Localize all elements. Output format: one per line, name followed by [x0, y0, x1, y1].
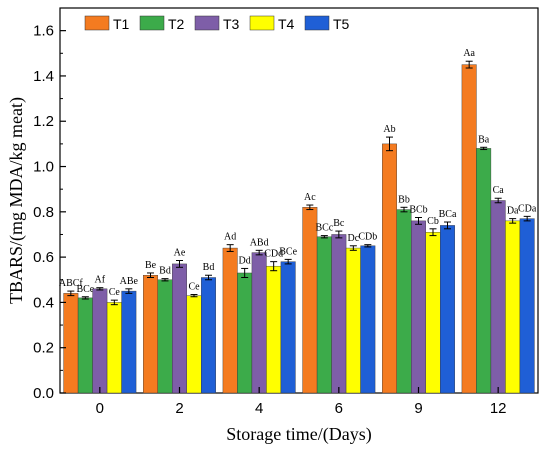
y-tick-label: 0.8 — [33, 204, 54, 221]
significance-label: CDa — [518, 203, 537, 214]
significance-label: Dd — [239, 255, 251, 266]
bar-t2 — [77, 297, 93, 394]
legend-label-t4: T4 — [278, 16, 295, 32]
y-axis-title: TBARS/(mg MDA/kg meat) — [6, 97, 27, 304]
bar-t3 — [251, 252, 267, 394]
bar-t1 — [461, 64, 477, 394]
significance-label: Bb — [398, 194, 410, 205]
significance-label: ABd — [250, 237, 269, 248]
bar-t5 — [519, 218, 535, 394]
x-axis: 0 2 4 6 9 12 — [96, 387, 507, 417]
y-tick-label: 1.6 — [33, 23, 54, 40]
significance-label: CDb — [358, 232, 377, 243]
significance-label: Cb — [427, 216, 439, 227]
y-tick-label: 1.4 — [33, 68, 54, 85]
legend-swatch-t5 — [304, 15, 330, 31]
x-tick-label: 4 — [255, 400, 263, 417]
y-tick-label: 0.2 — [33, 340, 54, 357]
legend-swatch-t3 — [194, 15, 220, 31]
plot-frame — [59, 7, 539, 394]
significance-label: ABCf — [59, 278, 84, 289]
bar-t5 — [440, 225, 455, 394]
bar-t3 — [331, 234, 347, 394]
bar-t1 — [63, 293, 79, 394]
legend-label-t3: T3 — [223, 16, 240, 32]
significance-label: Ac — [304, 192, 316, 203]
bar-t1 — [382, 143, 397, 394]
bar-t2 — [157, 279, 173, 394]
x-tick-label: 2 — [175, 400, 183, 417]
x-tick-label: 0 — [96, 400, 104, 417]
legend-swatch-t2 — [139, 15, 165, 31]
bar-t4 — [186, 295, 202, 394]
y-tick-label: 0.6 — [33, 249, 54, 266]
x-tick-label: 6 — [335, 400, 343, 417]
bar-t3 — [411, 220, 426, 394]
x-tick-label: 9 — [414, 400, 422, 417]
bar-t3 — [172, 263, 187, 394]
bar-t1 — [302, 207, 318, 394]
legend-swatch-t1 — [84, 15, 110, 31]
y-axis: 0.0 0.2 0.4 0.6 0.8 1.0 1.2 1.4 1.6 — [33, 7, 66, 402]
bar-t1 — [143, 275, 158, 394]
bar-t2 — [237, 272, 253, 394]
bar-t2 — [316, 236, 332, 394]
significance-label: Ba — [478, 134, 490, 145]
bar-t3 — [92, 288, 108, 394]
legend-swatch-t4 — [249, 15, 275, 31]
bars-layer: ABCf Be Ad Ac Ab Aa BCe Bd Dd BCc Bb Ba Af Ae ABd Bc BCb… — [59, 48, 537, 394]
legend-label-t2: T2 — [168, 16, 185, 32]
legend-label-t5: T5 — [333, 16, 350, 32]
bar-t5 — [280, 261, 296, 394]
bar-t4 — [425, 232, 441, 394]
significance-label: Aa — [463, 48, 475, 59]
bar-t2 — [476, 148, 492, 394]
significance-label: Dc — [347, 233, 359, 244]
legend: T1 T2 T3 T4 T5 — [84, 15, 350, 32]
significance-label: BCe — [76, 284, 94, 295]
significance-label: Ce — [109, 287, 121, 298]
significance-label: Ca — [493, 185, 505, 196]
y-tick-label: 0.0 — [33, 385, 54, 402]
bar-t4 — [505, 220, 521, 394]
significance-label: Bd — [203, 262, 215, 273]
significance-label: Ad — [224, 232, 236, 243]
significance-label: Ce — [188, 281, 200, 292]
bar-t5 — [121, 290, 137, 394]
significance-label: BCc — [315, 223, 333, 234]
significance-label: Af — [95, 275, 106, 286]
bar-t4 — [106, 302, 122, 394]
y-tick-label: 0.4 — [33, 294, 54, 311]
significance-label: Ae — [174, 248, 186, 259]
bar-t5 — [360, 245, 376, 394]
y-tick-label: 1.2 — [33, 113, 54, 130]
significance-label: Bd — [159, 266, 171, 277]
bar-t1 — [222, 247, 238, 394]
bar-t5 — [201, 277, 216, 394]
significance-label: BCb — [409, 204, 427, 215]
bar-t4 — [345, 247, 361, 394]
significance-label: Be — [145, 260, 157, 271]
bar-t3 — [490, 200, 506, 394]
legend-label-t1: T1 — [113, 16, 130, 32]
x-tick-label: 12 — [490, 400, 507, 417]
significance-label: BCe — [279, 246, 297, 257]
significance-label: Da — [507, 206, 519, 217]
x-axis-title: Storage time/(Days) — [226, 424, 371, 445]
significance-label: Ab — [383, 124, 395, 135]
bar-t4 — [266, 265, 282, 394]
significance-label: BCa — [439, 209, 457, 220]
bar-t2 — [396, 209, 412, 394]
significance-label: Bc — [333, 218, 345, 229]
y-tick-label: 1.0 — [33, 159, 54, 176]
significance-label: CDd — [264, 249, 283, 260]
significance-label: ABe — [120, 276, 139, 287]
